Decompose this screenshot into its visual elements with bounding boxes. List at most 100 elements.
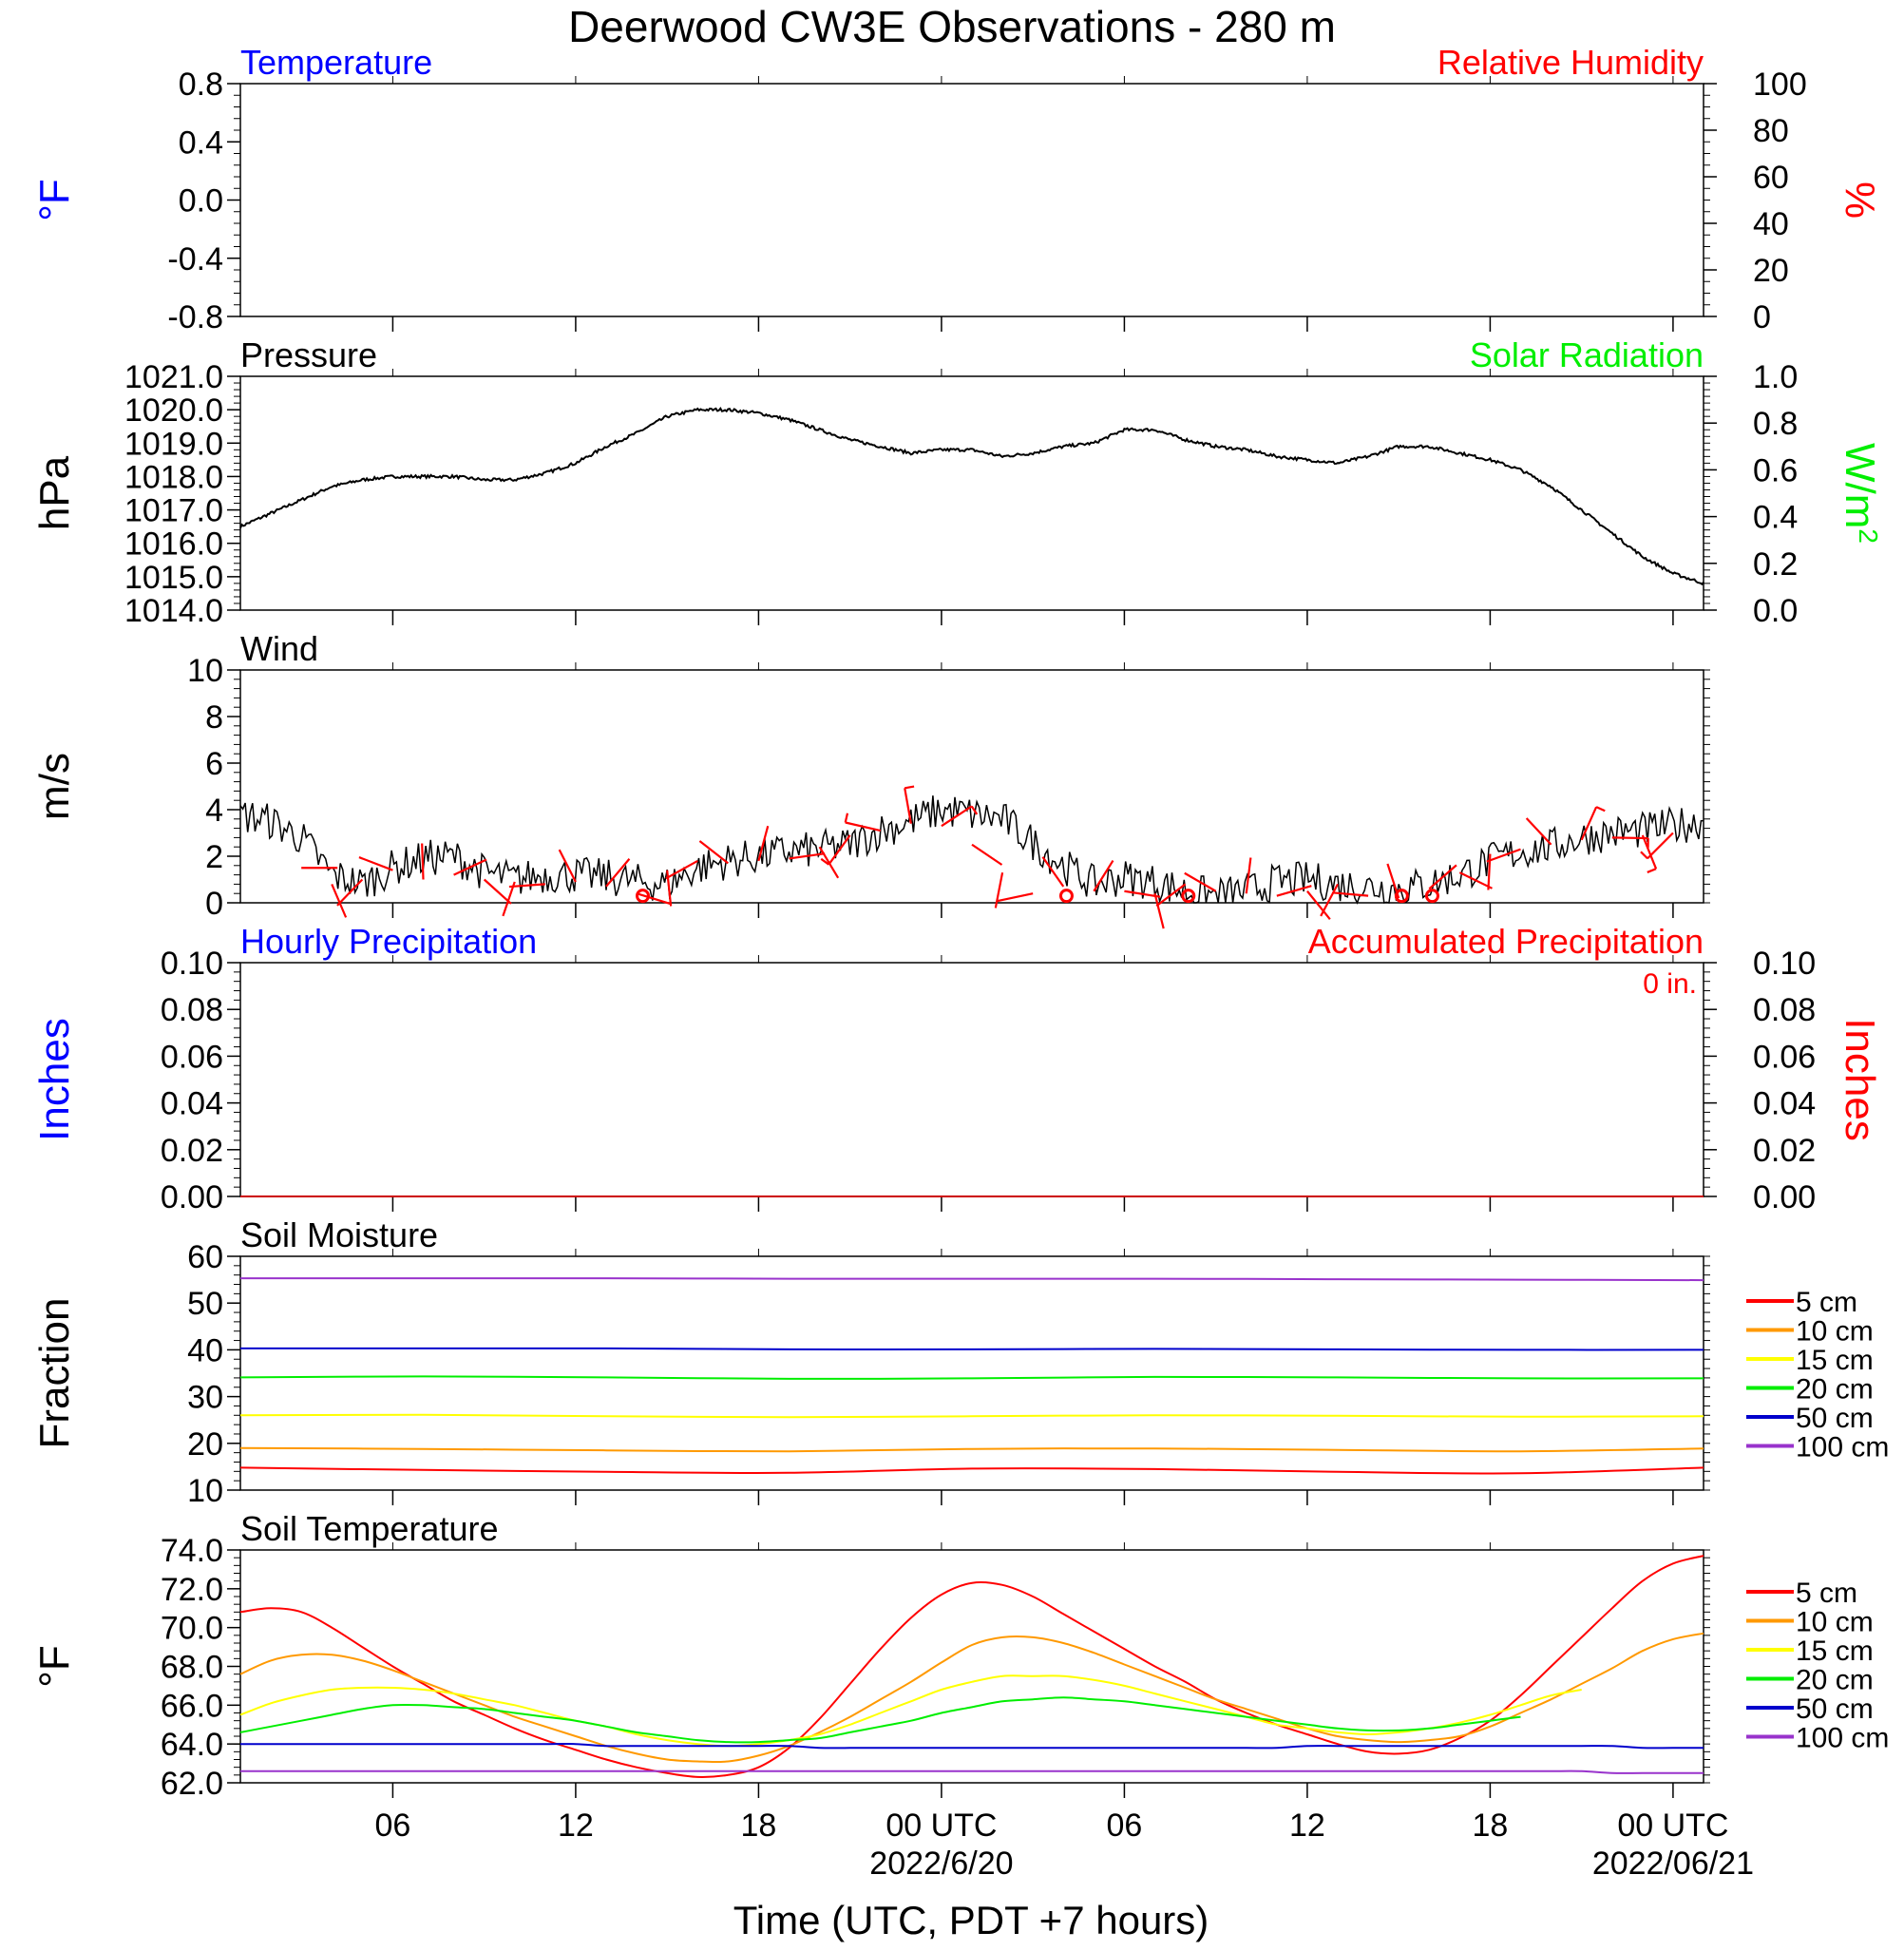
y-axis-label-left: hPa — [31, 455, 78, 530]
panel-title-right: Relative Humidity — [1438, 43, 1704, 82]
wind-barb — [698, 840, 730, 865]
y-tick-label-right: 0.4 — [1753, 500, 1798, 536]
y-tick-label-right: 0.8 — [1753, 406, 1798, 442]
series-line-15cm — [239, 1674, 1582, 1748]
y-tick-label-right: 20 — [1753, 253, 1789, 289]
y-tick-label: 0.02 — [161, 1133, 223, 1169]
wind-barb-flag — [844, 813, 849, 823]
x-tick-label: 06 — [375, 1808, 411, 1844]
wind-barb — [828, 834, 851, 866]
plot-frame — [239, 669, 1704, 904]
wind-barb — [483, 878, 512, 905]
y-tick-label: 4 — [205, 793, 223, 829]
y-tick-label: 2 — [205, 839, 223, 875]
wind-barb — [508, 883, 545, 889]
wind-barb — [1647, 832, 1674, 860]
panel-title-right: Solar Radiation — [1470, 335, 1704, 374]
series-line-100cm — [240, 1769, 1704, 1774]
legend-label: 50 cm — [1796, 1693, 1874, 1725]
y-axis-label-left: Fraction — [31, 1298, 78, 1449]
x-tick-label: 00 UTC — [1617, 1808, 1728, 1844]
x-date-label: 2022/06/21 — [1592, 1846, 1754, 1882]
wind-barb — [666, 870, 673, 907]
wind-barb — [994, 871, 1004, 909]
panel-title-left: Soil Temperature — [240, 1509, 498, 1548]
wind-barb — [997, 892, 1034, 903]
y-tick-label-right: 80 — [1753, 113, 1789, 149]
y-tick-label: 50 — [187, 1286, 223, 1322]
plot-frame — [239, 83, 1704, 317]
legend-label: 5 cm — [1796, 1578, 1857, 1609]
wind-barb — [358, 856, 393, 871]
plot-frame — [239, 962, 1704, 1197]
calm-wind-circle — [1394, 889, 1409, 904]
wind-barb — [331, 883, 348, 918]
panel-title-left: Pressure — [240, 335, 377, 374]
panel-soil_moisture: 60 50 40 30 20 10 Soil Moisture Fraction 5 cm10 … — [31, 1215, 1889, 1509]
y-tick-label-right: 0.00 — [1753, 1179, 1816, 1215]
wind-barb — [1276, 885, 1312, 897]
wind-barb — [1245, 857, 1252, 894]
wind-barb — [1332, 891, 1369, 897]
y-tick-label: 0.06 — [161, 1039, 223, 1075]
pressure-line — [239, 407, 1704, 586]
y-tick-label: 0 — [205, 886, 223, 922]
wind-barb — [845, 821, 881, 832]
wind-barb-flag — [1595, 806, 1606, 813]
y-tick-label-right: 0.0 — [1753, 593, 1798, 629]
wind-barb — [1611, 836, 1648, 840]
calm-wind-circle — [1181, 889, 1196, 904]
y-tick-label: 10 — [187, 653, 223, 689]
panel-precip: 0.10 0.08 0.06 0.04 0.02 0.00 0.10 0.08 0.06 0.04… — [31, 922, 1883, 1215]
series-line-50cm — [240, 1743, 1704, 1750]
y-tick-label: 74.0 — [161, 1533, 223, 1569]
y-tick-label-right: 1.0 — [1753, 359, 1798, 395]
plot-frame — [239, 375, 1704, 611]
wind-barb — [453, 858, 487, 876]
y-tick-label-right: 0 — [1753, 299, 1771, 335]
wind-barb — [1124, 889, 1161, 898]
series-line-5cm — [239, 1555, 1704, 1778]
y-axis-label-left: m/s — [31, 753, 78, 820]
y-tick-label: 0.04 — [161, 1086, 223, 1122]
wind-barb — [1458, 871, 1493, 889]
y-tick-label: 30 — [187, 1380, 223, 1416]
accumulated-total: 0 in. — [1643, 968, 1697, 1000]
y-tick-label-right: 0.08 — [1753, 992, 1816, 1028]
wind-barb — [1155, 883, 1187, 908]
wind-barb — [665, 859, 698, 880]
wind-barb — [1041, 856, 1065, 888]
legend-label: 15 cm — [1796, 1345, 1874, 1376]
wind-barb — [502, 881, 516, 917]
series-line-100cm — [240, 1277, 1704, 1282]
wind-barb — [1320, 883, 1339, 917]
wind-barb — [421, 843, 425, 880]
y-axis-label-superscript: 2 — [1854, 528, 1883, 544]
panel-title-right: Accumulated Precipitation — [1308, 922, 1704, 961]
legend-label: 10 cm — [1796, 1316, 1874, 1348]
panel-soil_temp: 74.072.070.068.066.064.062.0 Soil Tempera… — [31, 1509, 1889, 1802]
y-axis-label-left: °F — [31, 1645, 78, 1687]
y-tick-label-right: 0.6 — [1753, 452, 1798, 488]
y-tick-label: 1019.0 — [124, 426, 223, 462]
y-axis-label-right: W/m2 — [1837, 443, 1883, 544]
y-axis-label-right: % — [1837, 182, 1883, 219]
wind-barb — [818, 846, 840, 879]
y-tick-label-right: 60 — [1753, 160, 1789, 196]
x-tick-label: 18 — [1473, 1808, 1509, 1844]
wind-barb — [941, 805, 973, 828]
y-tick-label: 8 — [205, 699, 223, 736]
wind-barb — [757, 825, 770, 862]
y-tick-label: 70.0 — [161, 1611, 223, 1647]
y-tick-label: 60 — [187, 1239, 223, 1275]
y-axis-label-right: Inches — [1837, 1018, 1883, 1141]
legend-label: 100 cm — [1796, 1723, 1889, 1754]
y-tick-label: 40 — [187, 1332, 223, 1368]
y-tick-label: 0.8 — [179, 67, 223, 103]
x-tick-label: 00 UTC — [885, 1808, 997, 1844]
wind-barb — [336, 878, 364, 907]
series-line-10cm — [239, 1632, 1704, 1764]
y-tick-label: 1018.0 — [124, 459, 223, 495]
y-axis-label-left: Inches — [31, 1018, 78, 1141]
y-tick-label: 1017.0 — [124, 493, 223, 529]
